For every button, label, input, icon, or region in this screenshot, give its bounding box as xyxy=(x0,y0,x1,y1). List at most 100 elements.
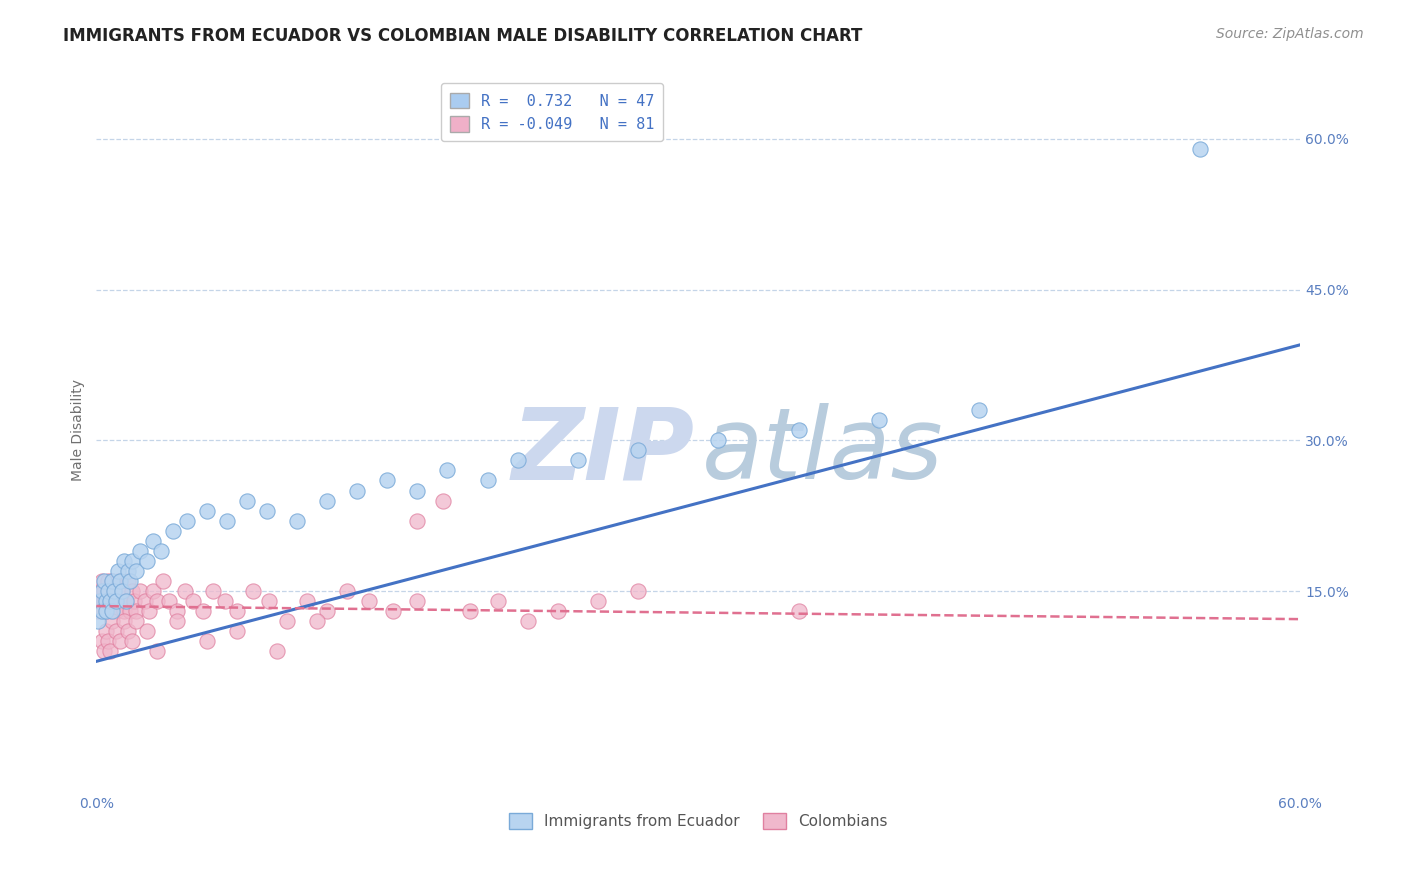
Point xyxy=(477,474,499,488)
Point xyxy=(138,604,160,618)
Point xyxy=(100,644,122,658)
Point xyxy=(97,604,120,618)
Point xyxy=(486,594,509,608)
Point xyxy=(305,614,328,628)
Point xyxy=(295,594,318,608)
Point xyxy=(91,574,114,588)
Text: ZIP: ZIP xyxy=(512,403,695,500)
Point xyxy=(346,483,368,498)
Point xyxy=(145,594,167,608)
Point xyxy=(195,503,218,517)
Point xyxy=(152,574,174,588)
Point xyxy=(103,594,125,608)
Point xyxy=(129,544,152,558)
Point xyxy=(105,624,128,639)
Point xyxy=(115,594,138,608)
Point xyxy=(316,493,339,508)
Point xyxy=(89,584,111,599)
Point xyxy=(406,594,429,608)
Point xyxy=(627,584,650,599)
Point xyxy=(1188,142,1211,156)
Point xyxy=(103,584,125,599)
Point xyxy=(181,594,204,608)
Point xyxy=(111,584,134,599)
Point xyxy=(458,604,481,618)
Point xyxy=(166,604,188,618)
Point xyxy=(120,604,142,618)
Legend: Immigrants from Ecuador, Colombians: Immigrants from Ecuador, Colombians xyxy=(503,806,893,835)
Point xyxy=(285,514,308,528)
Point xyxy=(215,514,238,528)
Point xyxy=(242,584,264,599)
Point xyxy=(91,634,114,648)
Point xyxy=(101,604,124,618)
Point xyxy=(149,544,172,558)
Point xyxy=(787,423,810,437)
Point xyxy=(225,624,247,639)
Point xyxy=(89,594,111,608)
Point xyxy=(96,604,118,618)
Point xyxy=(406,483,429,498)
Point xyxy=(236,493,259,508)
Point xyxy=(101,614,124,628)
Point xyxy=(96,624,118,639)
Point xyxy=(107,564,129,578)
Point xyxy=(276,614,298,628)
Point xyxy=(110,574,132,588)
Point xyxy=(93,644,115,658)
Point xyxy=(375,474,398,488)
Point xyxy=(91,604,114,618)
Point xyxy=(145,644,167,658)
Point xyxy=(96,604,118,618)
Point xyxy=(93,574,115,588)
Point xyxy=(91,604,114,618)
Point xyxy=(166,614,188,628)
Point xyxy=(201,584,224,599)
Point xyxy=(101,604,124,618)
Point xyxy=(93,584,115,599)
Point xyxy=(506,453,529,467)
Point xyxy=(191,604,214,618)
Point xyxy=(225,604,247,618)
Point xyxy=(382,604,405,618)
Point xyxy=(586,594,609,608)
Point xyxy=(316,604,339,618)
Point xyxy=(114,604,136,618)
Point xyxy=(111,584,134,599)
Point xyxy=(129,584,152,599)
Point xyxy=(101,574,124,588)
Point xyxy=(627,443,650,458)
Point xyxy=(87,614,110,628)
Point xyxy=(195,634,218,648)
Point xyxy=(967,403,990,417)
Point xyxy=(100,594,122,608)
Point xyxy=(125,564,148,578)
Point xyxy=(567,453,589,467)
Point xyxy=(117,564,139,578)
Point xyxy=(114,554,136,568)
Point xyxy=(97,634,120,648)
Point xyxy=(115,594,138,608)
Point xyxy=(96,594,118,608)
Point xyxy=(135,554,157,568)
Point xyxy=(359,594,381,608)
Point xyxy=(516,614,538,628)
Text: IMMIGRANTS FROM ECUADOR VS COLOMBIAN MALE DISABILITY CORRELATION CHART: IMMIGRANTS FROM ECUADOR VS COLOMBIAN MAL… xyxy=(63,27,863,45)
Point xyxy=(124,594,146,608)
Point xyxy=(547,604,569,618)
Point xyxy=(96,594,118,608)
Point xyxy=(110,594,132,608)
Point xyxy=(162,524,184,538)
Point xyxy=(91,584,114,599)
Point xyxy=(105,594,128,608)
Point xyxy=(107,574,129,588)
Text: atlas: atlas xyxy=(702,403,943,500)
Point xyxy=(93,594,115,608)
Point xyxy=(100,594,122,608)
Point xyxy=(134,594,156,608)
Point xyxy=(87,604,110,618)
Point xyxy=(176,514,198,528)
Point xyxy=(135,624,157,639)
Point xyxy=(787,604,810,618)
Point xyxy=(101,574,124,588)
